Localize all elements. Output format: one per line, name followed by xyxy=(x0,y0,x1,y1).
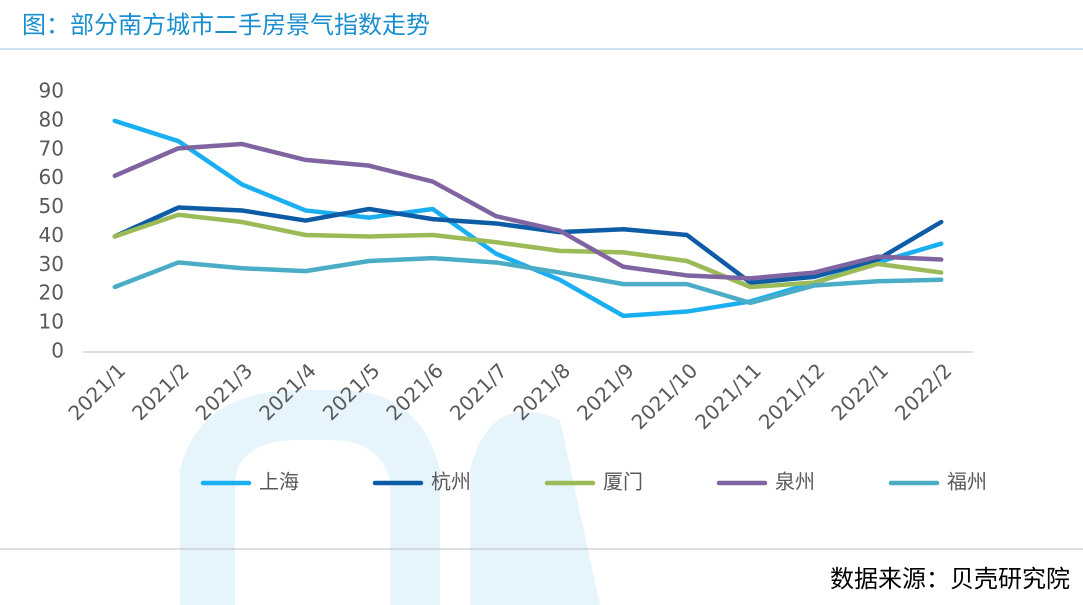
y-tick-label: 20 xyxy=(39,281,64,305)
series-line xyxy=(112,212,944,290)
y-tick-label: 90 xyxy=(39,79,64,103)
y-tick-label: 50 xyxy=(39,194,64,218)
x-tick-label: 2021/10 xyxy=(627,358,703,434)
source: 数据来源：贝壳研究院 xyxy=(830,565,1070,593)
x-tick-label: 2021/2 xyxy=(127,358,194,425)
y-tick-label: 70 xyxy=(39,136,64,160)
x-tick-label: 2021/6 xyxy=(381,358,448,425)
x-tick-label: 2022/1 xyxy=(826,358,893,425)
legend-label: 杭州 xyxy=(431,470,471,494)
x-tick-label: 2021/1 xyxy=(63,358,130,425)
y-tick-label: 60 xyxy=(39,165,64,189)
x-tick-label: 2021/11 xyxy=(690,358,766,434)
y-tick-label: 30 xyxy=(39,252,64,276)
x-tick-label: 2021/7 xyxy=(445,358,512,425)
x-tick-label: 2021/12 xyxy=(754,358,830,434)
y-tick-label: 80 xyxy=(39,107,64,131)
y-tick-label: 0 xyxy=(51,339,64,363)
watermark xyxy=(180,390,440,605)
legend-label: 福州 xyxy=(947,470,987,494)
chart-title: 图：部分南方城市二手房景气指数走势 xyxy=(22,11,430,39)
y-tick-label: 10 xyxy=(39,310,64,334)
y-tick-label: 40 xyxy=(39,223,64,247)
legend-label: 厦门 xyxy=(603,470,643,494)
series-line xyxy=(112,205,944,285)
x-tick-label: 2022/2 xyxy=(890,358,957,425)
legend-label: 上海 xyxy=(259,470,299,494)
watermark xyxy=(470,411,600,605)
series-line xyxy=(112,255,944,306)
series-line xyxy=(112,141,944,281)
legend-label: 泉州 xyxy=(775,470,815,494)
